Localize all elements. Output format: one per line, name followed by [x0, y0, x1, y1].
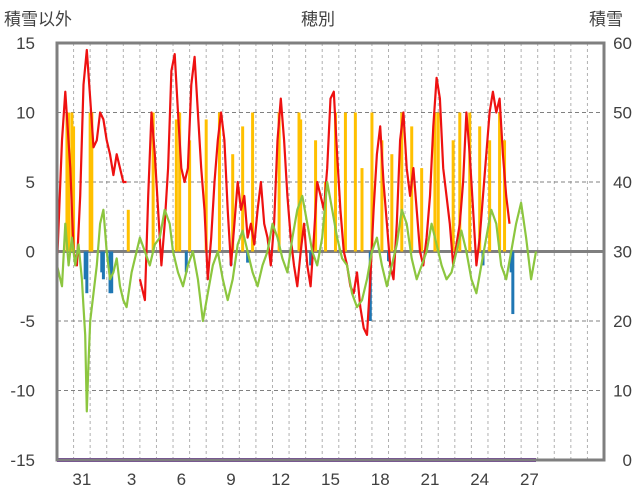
blue-bar: [246, 251, 250, 263]
orange-bar: [231, 154, 235, 252]
orange-bar: [174, 119, 178, 252]
x-tick-label: 9: [226, 470, 235, 489]
left-tick-label: 15: [16, 34, 35, 53]
blue-bar: [101, 251, 105, 280]
orange-bar: [88, 112, 92, 252]
blue-bar: [110, 251, 114, 294]
orange-bar: [324, 182, 328, 252]
left-axis: 15 10 5 0 -5 -10 -15: [10, 34, 35, 470]
orange-bar: [451, 140, 455, 252]
orange-bar: [65, 112, 69, 252]
orange-bar: [204, 119, 208, 252]
orange-bar: [72, 126, 76, 252]
red-series-line: [55, 48, 127, 267]
orange-bar: [343, 112, 347, 252]
orange-bar: [178, 112, 182, 252]
orange-bar: [277, 112, 281, 252]
left-tick-label: 10: [16, 104, 35, 123]
orange-bar: [241, 126, 245, 252]
x-axis: 31 3 6 9 12 15 18 21 24 27: [72, 470, 538, 489]
y-right-label: 積雪: [589, 10, 623, 30]
blue-bar: [85, 251, 89, 294]
orange-bar: [370, 112, 374, 252]
blue-bar: [100, 251, 104, 273]
x-tick-label: 18: [371, 470, 390, 489]
plot-frame: [55, 41, 606, 462]
green-series-line: [55, 180, 538, 413]
right-tick-label: 60: [613, 34, 632, 53]
orange-bar: [90, 112, 94, 252]
orange-bar: [468, 112, 472, 252]
right-tick-label: 40: [613, 173, 632, 192]
orange-bar: [400, 112, 404, 252]
orange-bar: [67, 112, 71, 252]
y-left-label: 積雪以外: [4, 10, 72, 30]
orange-bar: [478, 126, 482, 252]
chart-title: 穂別: [301, 10, 335, 30]
blue-bar: [83, 251, 87, 280]
orange-bar: [433, 112, 437, 252]
x-tick-label: 3: [127, 470, 136, 489]
orange-bar: [188, 140, 192, 252]
right-axis: 60 50 40 30 20 10 0: [613, 34, 632, 470]
x-tick-label: 12: [271, 470, 290, 489]
x-tick-label: 31: [72, 470, 91, 489]
right-tick-label: 0: [623, 451, 632, 470]
orange-bar: [503, 140, 507, 252]
left-tick-label: 0: [26, 243, 35, 262]
orange-bar: [360, 168, 364, 252]
right-tick-label: 20: [613, 312, 632, 331]
orange-bar: [436, 112, 440, 252]
orange-bar: [151, 112, 155, 252]
blue-bar: [184, 251, 188, 273]
orange-bar: [458, 112, 462, 252]
orange-bar: [333, 112, 337, 252]
right-tick-label: 30: [613, 243, 632, 262]
x-tick-label: 21: [420, 470, 439, 489]
orange-bar: [297, 112, 301, 252]
left-tick-label: 5: [26, 173, 35, 192]
left-tick-label: -15: [10, 451, 35, 470]
orange-bar: [299, 119, 303, 252]
blue-bar: [511, 251, 515, 315]
orange-bar: [251, 112, 255, 252]
orange-bar: [420, 168, 424, 252]
right-tick-label: 10: [613, 382, 632, 401]
left-tick-label: -10: [10, 382, 35, 401]
orange-bar: [353, 112, 357, 252]
x-tick-label: 27: [520, 470, 539, 489]
x-tick-label: 15: [321, 470, 340, 489]
x-tick-label: 24: [470, 470, 489, 489]
orange-bar: [126, 209, 130, 252]
orange-bar: [498, 112, 502, 252]
orange-bar: [217, 112, 221, 252]
orange-bar: [380, 140, 384, 252]
x-tick-label: 6: [177, 470, 186, 489]
orange-bar: [488, 140, 492, 252]
orange-bar: [390, 154, 394, 252]
blue-bar: [309, 251, 313, 266]
left-tick-label: -5: [20, 312, 35, 331]
blue-bar: [509, 251, 513, 273]
right-tick-label: 50: [613, 104, 632, 123]
